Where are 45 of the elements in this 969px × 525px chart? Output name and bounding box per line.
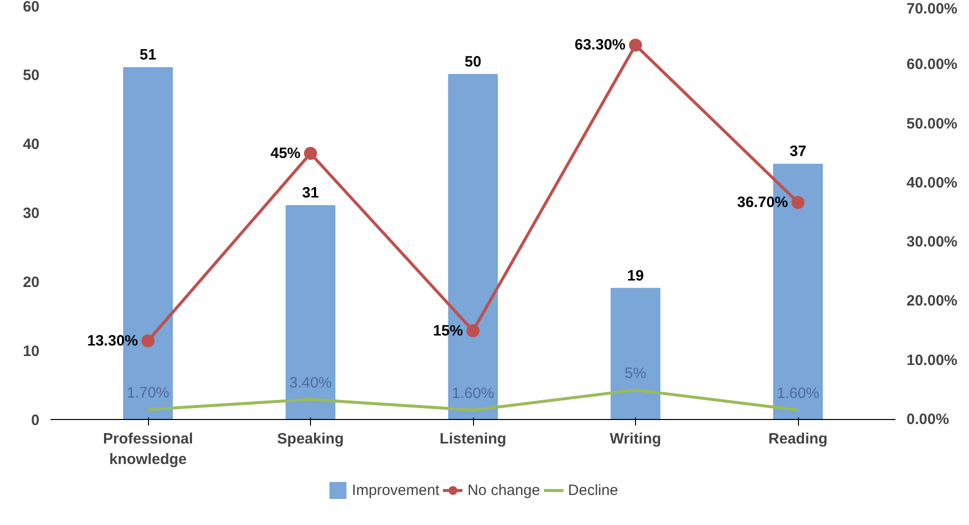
y2-tick-label: 10.00% [906, 352, 958, 369]
y-tick-label: 50 [22, 67, 40, 84]
data-label: 31 [302, 184, 319, 202]
data-label: 13.30% [87, 332, 138, 350]
legend-label: Decline [568, 482, 618, 498]
x-tick-label: Writing [610, 430, 662, 448]
y-tick-label: 40 [22, 136, 40, 153]
y-tick-label: 20 [22, 274, 40, 291]
point [304, 146, 317, 160]
data-label: 1.60% [452, 385, 494, 402]
data-label: 63.30% [574, 36, 626, 54]
x-tick-label: Reading [768, 430, 828, 448]
data-label: 50 [464, 54, 482, 70]
y2-tick-label: 70.00% [906, 0, 958, 18]
legend-label: Improvement [352, 482, 440, 498]
point [792, 196, 804, 209]
y-tick-label: 0 [31, 412, 40, 429]
data-label: 1.70% [126, 384, 170, 402]
bar [610, 288, 660, 420]
y2-tick-label: 0.00% [906, 411, 950, 428]
point [629, 38, 642, 52]
y2-tick-label: 60.00% [906, 56, 958, 74]
y2-tick-label: 50.00% [906, 115, 958, 132]
y2-tick-label: 20.00% [906, 292, 958, 310]
data-label: 45% [270, 144, 301, 162]
data-label: 3.40% [289, 374, 332, 392]
y-tick-label: 10 [22, 343, 40, 360]
data-label: 37 [790, 143, 806, 160]
legend-label: No change [467, 482, 540, 498]
x-tick-label: Speaking [277, 430, 344, 448]
x-tick-label: Professional knowledge [102, 430, 194, 468]
x-tick-label: Listening [440, 430, 506, 448]
data-label: 19 [627, 267, 644, 284]
bar [286, 205, 336, 420]
y2-tick-label: 30.00% [906, 234, 958, 251]
data-label: 36.70% [737, 194, 788, 211]
y2-tick-label: 40.00% [906, 174, 958, 192]
point [142, 334, 154, 348]
y-tick-label: 30 [22, 205, 40, 222]
data-label: 1.60% [776, 385, 820, 402]
data-label: 5% [624, 364, 646, 382]
data-label: 51 [140, 46, 156, 64]
y-tick-label: 60 [22, 0, 40, 16]
point [466, 324, 480, 338]
data-label: 15% [432, 322, 464, 340]
